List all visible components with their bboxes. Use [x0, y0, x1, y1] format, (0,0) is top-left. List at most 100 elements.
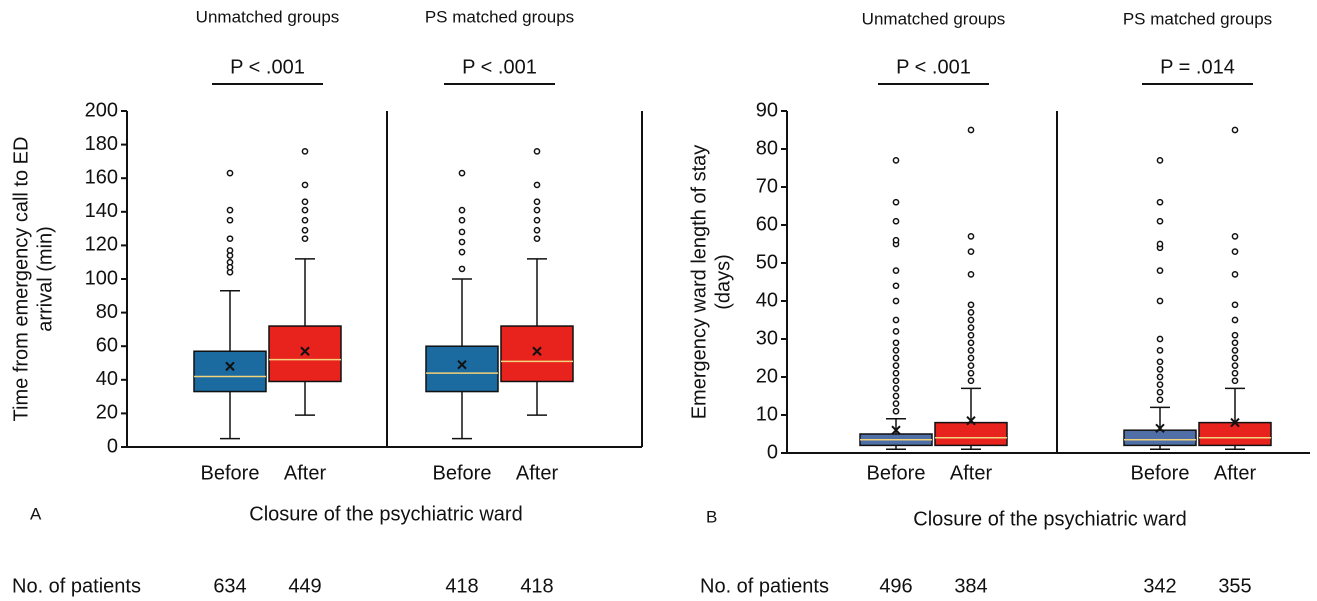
y-tick-label: 70: [756, 175, 778, 197]
outlier: [1156, 373, 1164, 381]
outlier: [458, 206, 466, 214]
outlier: [226, 247, 234, 254]
outlier: [1156, 297, 1164, 305]
outlier: [1231, 316, 1239, 324]
y-tick-label: 20: [96, 402, 118, 424]
x-tick-label: After: [1214, 462, 1257, 484]
outlier: [1156, 381, 1164, 388]
outlier: [967, 362, 975, 369]
x-tick-label: Before: [1131, 462, 1190, 484]
mean-marker: [300, 346, 310, 356]
outlier: [967, 354, 975, 362]
panel-label: A: [30, 504, 42, 523]
y-tick-label: 40: [96, 368, 118, 390]
x-tick-label: After: [516, 462, 559, 484]
mean-marker: [891, 425, 901, 435]
patient-count: 634: [213, 575, 246, 597]
outlier: [226, 258, 234, 266]
outlier: [892, 385, 900, 392]
outlier: [1156, 358, 1164, 366]
count-label: No. of patients: [700, 575, 829, 597]
y-tick-label: 140: [85, 200, 118, 222]
y-tick-label: 30: [756, 327, 778, 349]
outlier: [892, 369, 900, 377]
box: [1198, 421, 1272, 447]
y-axis-label: arrival (min): [34, 226, 56, 332]
outlier: [301, 147, 309, 155]
outlier: [967, 126, 975, 134]
outlier: [892, 157, 900, 164]
y-axis-label: (days): [712, 254, 734, 310]
y-tick-label: 80: [96, 301, 118, 323]
outlier: [458, 228, 466, 236]
outlier: [1156, 366, 1164, 373]
outlier: [226, 216, 234, 224]
outlier: [892, 198, 900, 206]
y-tick-label: 60: [96, 334, 118, 356]
p-value: P = .014: [1160, 56, 1235, 78]
box: [1123, 429, 1197, 447]
box: [425, 345, 499, 393]
outlier: [967, 339, 975, 347]
x-tick-label: Before: [433, 462, 492, 484]
outlier: [301, 181, 309, 189]
outlier: [1231, 369, 1239, 377]
outlier: [533, 235, 541, 243]
outlier: [1231, 248, 1239, 255]
y-tick-label: 60: [756, 213, 778, 235]
outlier: [1231, 347, 1239, 354]
outlier: [892, 339, 900, 347]
outlier: [458, 169, 466, 177]
outlier: [533, 147, 541, 155]
outlier: [458, 248, 466, 256]
outlier: [533, 181, 541, 189]
outlier: [967, 347, 975, 354]
y-tick-label: 100: [85, 267, 118, 289]
patient-count: 418: [520, 575, 553, 597]
panel-label: B: [706, 507, 717, 526]
group-title: Unmatched groups: [862, 9, 1006, 28]
box: [500, 325, 574, 383]
patient-count: 342: [1143, 575, 1176, 597]
x-axis-label: Closure of the psychiatric ward: [249, 503, 522, 525]
outlier: [967, 316, 975, 324]
mean-marker: [532, 346, 542, 356]
outlier: [1156, 240, 1164, 248]
y-axis-label: Time from emergency call to ED: [10, 137, 32, 422]
patient-count: 449: [288, 575, 321, 597]
outlier: [301, 206, 309, 214]
outlier: [533, 206, 541, 214]
outlier: [301, 198, 309, 206]
x-tick-label: Before: [201, 462, 260, 484]
outlier: [1231, 233, 1239, 240]
y-tick-label: 20: [756, 365, 778, 387]
y-tick-label: 160: [85, 166, 118, 188]
outlier: [892, 316, 900, 324]
outlier: [1231, 377, 1239, 385]
mean-marker: [1155, 423, 1165, 434]
y-tick-label: 90: [756, 99, 778, 121]
outlier: [892, 217, 900, 225]
mean-marker: [225, 361, 235, 372]
y-tick-label: 180: [85, 133, 118, 155]
outlier: [967, 271, 975, 278]
outlier: [892, 267, 900, 274]
outlier: [892, 377, 900, 385]
outlier: [967, 233, 975, 240]
patient-count: 496: [879, 575, 912, 597]
outlier: [892, 400, 900, 407]
outlier: [967, 309, 975, 316]
outlier: [1231, 354, 1239, 362]
group-title: Unmatched groups: [196, 7, 340, 26]
y-tick-label: 200: [85, 99, 118, 121]
p-value: P < .001: [230, 56, 305, 78]
y-tick-label: 0: [767, 441, 778, 463]
outlier: [1231, 126, 1239, 134]
outlier: [226, 235, 234, 243]
mean-marker: [966, 415, 976, 426]
count-label: No. of patients: [12, 575, 141, 597]
x-tick-label: Before: [867, 462, 926, 484]
outlier: [892, 354, 900, 362]
outlier: [892, 347, 900, 354]
